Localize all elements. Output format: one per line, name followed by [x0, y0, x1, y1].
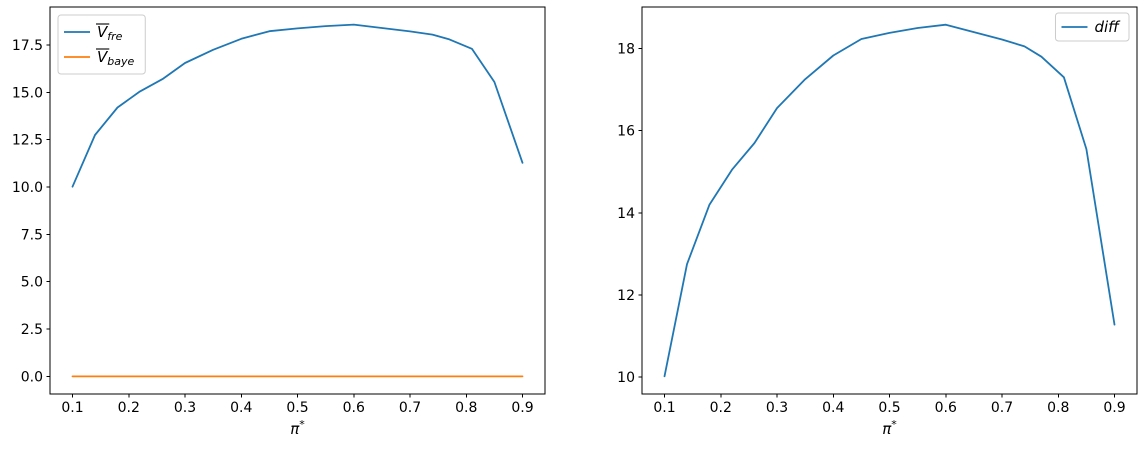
y-tick-label: 0.0 — [21, 369, 43, 385]
y-tick-label: 10 — [617, 370, 635, 386]
x-tick-label: 0.1 — [653, 400, 675, 416]
x-tick-label: 0.7 — [399, 400, 421, 416]
y-tick-label: 16 — [617, 124, 635, 140]
series-line-diff — [663, 23, 1116, 378]
y-tick-label: 7.5 — [21, 227, 43, 243]
x-tick-label: 0.8 — [1047, 400, 1069, 416]
series-line-V_fre — [71, 23, 524, 188]
x-tick-label: 0.4 — [822, 400, 844, 416]
x-tick-label: 0.4 — [230, 400, 252, 416]
x-tick-label: 0.1 — [61, 400, 83, 416]
y-tick-label: 2.5 — [21, 322, 43, 338]
axes-frame — [641, 6, 1138, 395]
legend-box — [57, 14, 146, 75]
x-tick-label: 0.3 — [174, 400, 196, 416]
legend-label-diff: diff — [1094, 18, 1121, 36]
x-tick-label: 0.3 — [766, 400, 788, 416]
x-tick-label: 0.5 — [286, 400, 308, 416]
x-tick-label: 0.6 — [343, 400, 365, 416]
x-tick-label: 0.9 — [511, 400, 533, 416]
x-tick-label: 0.2 — [710, 400, 732, 416]
legend-box — [1054, 12, 1130, 42]
x-tick-label: 0.7 — [991, 400, 1013, 416]
y-tick-label: 12 — [617, 288, 635, 304]
y-tick-label: 5.0 — [21, 275, 43, 291]
y-tick-label: 15.0 — [12, 85, 43, 101]
y-tick-label: 17.5 — [12, 38, 43, 54]
y-tick-label: 12.5 — [12, 133, 43, 149]
x-tick-label: 0.8 — [455, 400, 477, 416]
legend: diff — [1054, 12, 1130, 42]
x-axis-label: π* — [882, 418, 897, 438]
x-tick-label: 0.6 — [935, 400, 957, 416]
x-tick-label: 0.2 — [118, 400, 140, 416]
y-tick-label: 18 — [617, 41, 635, 57]
y-tick-label: 10.0 — [12, 180, 43, 196]
y-tick-label: 14 — [617, 206, 635, 222]
x-tick-label: 0.9 — [1103, 400, 1125, 416]
x-tick-label: 0.5 — [878, 400, 900, 416]
